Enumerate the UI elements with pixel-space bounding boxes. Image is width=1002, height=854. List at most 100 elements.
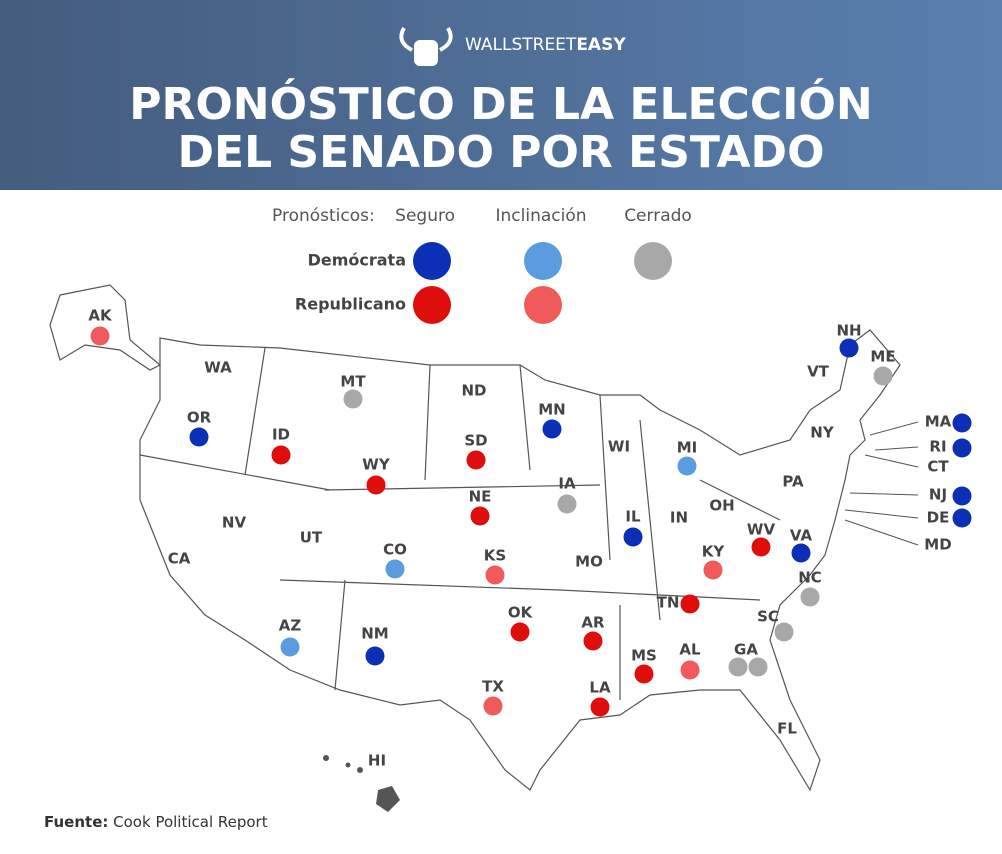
legend-column: Cerrado bbox=[624, 206, 692, 226]
state-dot bbox=[748, 657, 768, 677]
state-label: CT bbox=[927, 458, 949, 476]
state-label: NC bbox=[798, 569, 822, 587]
state-dot bbox=[466, 450, 486, 470]
legend-dot bbox=[413, 286, 451, 324]
logo-text: WALLSTREETEASY bbox=[465, 35, 626, 55]
legend-column: Inclinación bbox=[495, 206, 586, 226]
state-label: MN bbox=[538, 401, 565, 419]
state-label: SC bbox=[757, 608, 779, 626]
state-label: MO bbox=[575, 553, 603, 571]
state-label: AK bbox=[88, 307, 113, 325]
state-label: AR bbox=[581, 614, 605, 632]
state-label: DE bbox=[927, 509, 950, 527]
state-label: IA bbox=[558, 475, 576, 493]
state-label: OR bbox=[187, 409, 212, 427]
state-label: OK bbox=[508, 604, 534, 622]
state-label: IL bbox=[625, 508, 641, 526]
state-label: UT bbox=[300, 529, 323, 547]
state-label: MT bbox=[340, 373, 366, 391]
state-label: LA bbox=[589, 679, 611, 697]
state-label: ND bbox=[461, 382, 486, 400]
state-label: VT bbox=[807, 363, 830, 381]
state-label: NH bbox=[836, 322, 861, 340]
state-dot bbox=[557, 494, 577, 514]
state-dot bbox=[634, 664, 654, 684]
state-label: VA bbox=[790, 527, 813, 545]
state-dot bbox=[800, 587, 820, 607]
state-dot bbox=[510, 622, 530, 642]
logo-icon bbox=[399, 27, 453, 66]
state-dot bbox=[280, 637, 300, 657]
logo-light: WALLSTREET bbox=[465, 35, 577, 55]
header bbox=[0, 0, 1002, 190]
state-label: WI bbox=[608, 438, 630, 456]
logo-bold: EASY bbox=[576, 35, 626, 55]
state-dot bbox=[751, 537, 771, 557]
state-dot bbox=[952, 438, 972, 458]
state-label: GA bbox=[734, 641, 758, 659]
hawaii bbox=[323, 755, 400, 812]
state-label: AL bbox=[679, 641, 701, 659]
state-label: PA bbox=[782, 473, 804, 491]
state-label: IN bbox=[670, 509, 688, 527]
state-label: OH bbox=[709, 497, 734, 515]
state-label: ME bbox=[870, 348, 895, 366]
state-dot bbox=[703, 560, 723, 580]
us-map bbox=[49, 284, 901, 792]
state-label: RI bbox=[929, 438, 946, 456]
legend-row: Republicano bbox=[295, 295, 406, 314]
title-line: DEL SENADO POR ESTADO bbox=[178, 127, 825, 178]
legend-dot bbox=[413, 242, 451, 280]
title-line: PRONÓSTICO DE LA ELECCIÓN bbox=[129, 77, 873, 130]
state-label: CA bbox=[168, 550, 191, 568]
state-label: NE bbox=[469, 488, 492, 506]
state-label: FL bbox=[777, 720, 797, 738]
state-dot bbox=[366, 475, 386, 495]
state-dot bbox=[952, 508, 972, 528]
source: Fuente: Cook Political Report bbox=[44, 813, 268, 831]
legend-column: Seguro bbox=[395, 206, 455, 226]
state-label: NM bbox=[361, 625, 388, 643]
state-dot bbox=[343, 389, 363, 409]
state-dot bbox=[365, 646, 385, 666]
state-label: WA bbox=[204, 359, 232, 377]
state-dot bbox=[952, 413, 972, 433]
state-dot bbox=[680, 660, 700, 680]
state-label: CO bbox=[383, 541, 407, 559]
state-dot bbox=[485, 565, 505, 585]
source-label: Fuente: bbox=[44, 813, 108, 831]
state-dot bbox=[590, 697, 610, 717]
state-dot bbox=[680, 594, 700, 614]
state-dot bbox=[952, 486, 972, 506]
state-dot bbox=[542, 419, 562, 439]
legend-dot bbox=[524, 242, 562, 280]
state-label: SD bbox=[464, 432, 487, 450]
state-dot bbox=[583, 631, 603, 651]
state-dot bbox=[90, 326, 110, 346]
state-dot bbox=[189, 427, 209, 447]
state-dot bbox=[839, 338, 859, 358]
state-label: HI bbox=[368, 752, 386, 770]
state-dot bbox=[470, 506, 490, 526]
state-dot bbox=[623, 527, 643, 547]
state-label: MA bbox=[925, 413, 952, 431]
state-label: MD bbox=[924, 536, 951, 554]
state-label: TX bbox=[482, 678, 504, 696]
state-label: MI bbox=[677, 439, 698, 457]
state-dot bbox=[385, 559, 405, 579]
legend-label: Pronósticos: bbox=[272, 206, 375, 226]
state-label: KS bbox=[484, 547, 506, 565]
legend-dot bbox=[524, 286, 562, 324]
legend-row: Demócrata bbox=[308, 251, 406, 270]
state-label: MS bbox=[631, 647, 657, 665]
state-label: TN bbox=[657, 594, 680, 612]
state-label: NJ bbox=[929, 486, 947, 504]
state-label: WY bbox=[362, 456, 391, 474]
state-label: WV bbox=[747, 521, 776, 539]
state-dot bbox=[271, 445, 291, 465]
state-label: ID bbox=[272, 426, 290, 444]
source-text: Cook Political Report bbox=[113, 813, 268, 831]
state-dot bbox=[677, 456, 697, 476]
state-label: NY bbox=[810, 424, 835, 442]
